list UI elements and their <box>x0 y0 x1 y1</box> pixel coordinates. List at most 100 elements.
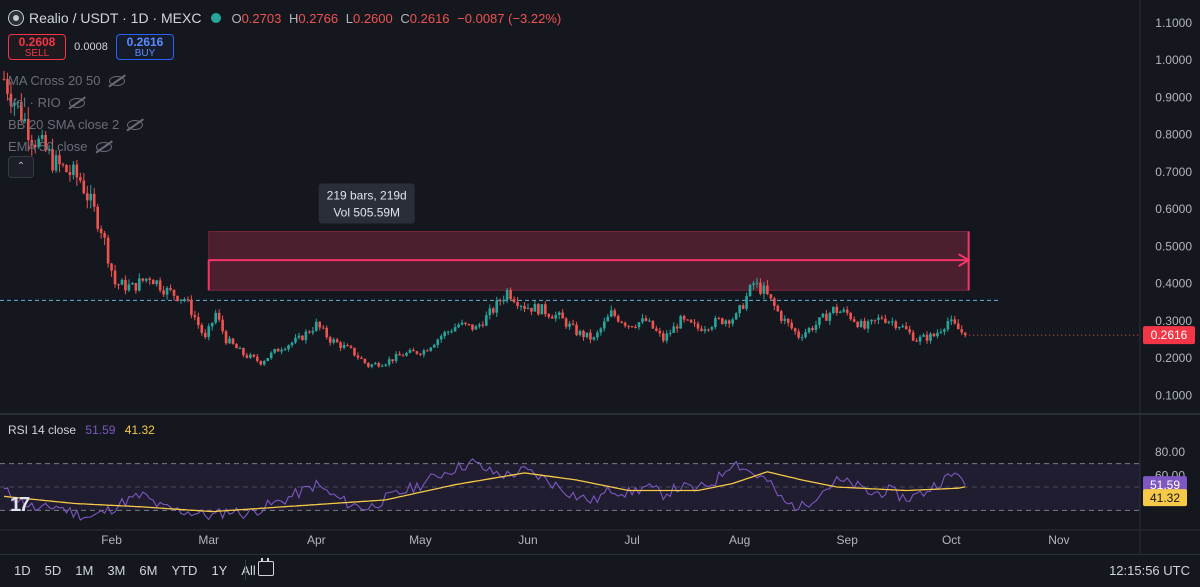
candle-body <box>238 348 242 350</box>
candle-body <box>439 336 443 340</box>
candle-body <box>575 324 578 335</box>
indicator-ma-cross[interactable]: MA Cross 20 50 <box>8 70 143 92</box>
candle-body <box>939 331 943 333</box>
time-axis-label: Jun <box>518 533 537 547</box>
candle-body <box>609 310 613 317</box>
indicator-label: Vol · RIO <box>8 95 61 110</box>
price-tick-label: 0.2000 <box>1155 351 1192 365</box>
sell-button[interactable]: 0.2608 SELL <box>8 34 66 60</box>
candle-body <box>804 332 807 338</box>
candle-body <box>228 338 231 344</box>
candle-body <box>172 289 176 296</box>
symbol-title[interactable]: Realio / USDT · 1D · MEXC <box>29 10 202 26</box>
range-selector: 1D 5D 1M 3M 6M YTD 1Y All <box>14 563 256 578</box>
ohlc-values: O0.2703 H0.2766 L0.2600 C0.2616 −0.0087 … <box>227 11 561 26</box>
candle-body <box>308 331 311 333</box>
candle-body <box>675 326 679 329</box>
candle-body <box>793 328 797 332</box>
candle-body <box>23 118 27 122</box>
candle-body <box>221 319 224 332</box>
candle-body <box>495 300 499 313</box>
candle-body <box>44 134 47 151</box>
candle-body <box>75 164 79 178</box>
candle-body <box>762 285 766 294</box>
candle-body <box>668 332 672 334</box>
range-1d[interactable]: 1D <box>14 563 31 578</box>
eye-hidden-icon[interactable] <box>108 76 125 86</box>
candle-body <box>363 358 367 363</box>
candle-body <box>745 296 748 309</box>
candle-body <box>203 332 207 338</box>
candle-body <box>235 344 238 349</box>
rsi-line <box>3 458 966 521</box>
candle-body <box>138 278 141 291</box>
candle-body <box>269 352 273 359</box>
candle-body <box>72 164 75 176</box>
candle-body <box>134 283 138 291</box>
candle-body <box>2 78 6 80</box>
indicator-volume[interactable]: Vol · RIO <box>8 92 143 114</box>
sell-price: 0.2608 <box>18 35 56 49</box>
indicator-ema[interactable]: EMA 50 close <box>8 136 143 158</box>
range-1m[interactable]: 1M <box>75 563 94 578</box>
range-3m[interactable]: 3M <box>107 563 126 578</box>
eye-hidden-icon[interactable] <box>95 142 112 152</box>
indicator-bollinger[interactable]: BB 20 SMA close 2 <box>8 114 144 136</box>
price-tick-label: 0.5000 <box>1155 239 1192 253</box>
candle-body <box>554 314 558 319</box>
utc-clock[interactable]: 12:15:56 UTC <box>1109 563 1190 578</box>
candle-body <box>849 312 852 320</box>
candle-body <box>707 329 710 331</box>
candle-body <box>620 321 623 323</box>
candle-body <box>748 284 752 297</box>
toolbar-divider <box>245 560 246 580</box>
candle-body <box>564 318 568 327</box>
candle-body <box>478 324 481 327</box>
candle-body <box>734 313 738 320</box>
eye-hidden-icon[interactable] <box>68 98 85 108</box>
eye-hidden-icon[interactable] <box>127 120 144 130</box>
bottom-toolbar: 1D 5D 1M 3M 6M YTD 1Y All 12:15:56 UTC <box>0 554 1200 587</box>
candle-body <box>262 361 266 365</box>
range-1y[interactable]: 1Y <box>211 563 228 578</box>
open-value: 0.2703 <box>241 10 282 26</box>
range-all[interactable]: All <box>241 563 256 578</box>
calendar-goto-icon[interactable] <box>258 558 274 576</box>
time-axis-label: Oct <box>942 533 961 547</box>
price-tick-label: 0.7000 <box>1155 165 1192 179</box>
candle-body <box>467 323 471 325</box>
candle-body <box>752 283 755 285</box>
current-price-tag <box>1143 326 1195 345</box>
candle-body <box>880 317 884 319</box>
candle-body <box>557 312 561 315</box>
candle-body <box>266 358 270 362</box>
collapse-indicators-button[interactable]: ⌃ <box>8 156 34 178</box>
rsi-ma-value-tag <box>1143 489 1187 507</box>
range-ytd[interactable]: YTD <box>171 563 198 578</box>
candle-body <box>623 322 627 326</box>
candle-body <box>838 311 842 313</box>
buy-button[interactable]: 0.2616 BUY <box>116 34 174 60</box>
candle-body <box>169 288 172 290</box>
candle-body <box>911 332 915 341</box>
candle-body <box>120 279 124 285</box>
spread-value: 0.0008 <box>74 41 108 53</box>
candle-body <box>373 363 377 365</box>
candle-body <box>738 305 741 314</box>
candle-body <box>596 332 599 338</box>
candle-body <box>811 327 814 330</box>
candle-body <box>20 102 23 122</box>
candle-body <box>845 309 849 313</box>
candle-body <box>450 331 453 333</box>
chart-canvas[interactable]: 1.1000 1.0000 0.9000 0.8000 0.7000 0.6000 0.50… <box>0 0 1200 554</box>
rsi-value: 51.59 <box>85 423 116 437</box>
candle-body <box>332 339 335 343</box>
candle-body <box>186 299 190 301</box>
candle-body <box>814 324 818 330</box>
candle-body <box>870 319 873 322</box>
range-6m[interactable]: 6M <box>139 563 158 578</box>
measure-label-box <box>318 183 415 224</box>
candle-body <box>498 300 502 302</box>
change-value: −0.0087 (−3.22%) <box>457 10 562 26</box>
range-5d[interactable]: 5D <box>44 563 62 578</box>
